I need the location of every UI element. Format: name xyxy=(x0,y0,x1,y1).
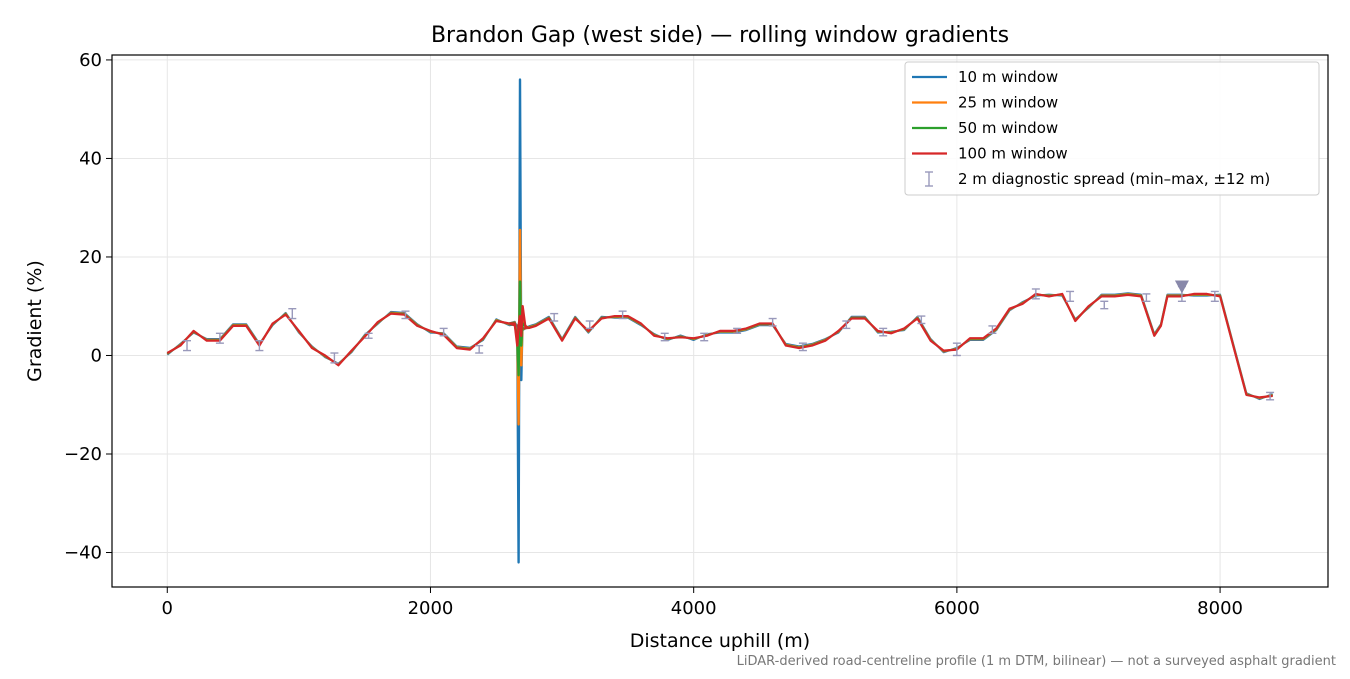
tick-layer: 0 2000 4000 6000 8000 −40 −20 0 20 40 60 xyxy=(64,50,1243,619)
y-tick-label: 40 xyxy=(79,148,102,169)
x-tick-label: 6000 xyxy=(934,598,980,619)
x-tick-label: 0 xyxy=(162,598,173,619)
diagnostic-spread-bar xyxy=(1142,293,1151,302)
diagnostic-spread-bar xyxy=(550,312,559,322)
data-layer xyxy=(166,78,1275,564)
diagnostic-spread-bar xyxy=(288,307,297,320)
diagnostic-spread-bar xyxy=(842,320,851,330)
diagnostic-spread-bar xyxy=(733,327,742,335)
x-tick-label: 2000 xyxy=(408,598,454,619)
diagnostic-spread-bar xyxy=(401,310,410,320)
diagnostic-spread-bar xyxy=(988,325,997,335)
diagnostic-spread-bar xyxy=(439,327,448,337)
diagnostic-spread-bar xyxy=(1031,288,1040,300)
diagnostic-spread-bar xyxy=(1100,300,1109,310)
legend-box xyxy=(904,61,1320,196)
diagnostic-spread-bar xyxy=(1066,290,1075,302)
diagnostic-spread-bar xyxy=(768,317,777,327)
legend: 10 m window 25 m window 50 m window 100 m w… xyxy=(904,61,1320,196)
marker-triangle-down xyxy=(1174,280,1189,294)
plot-frame xyxy=(111,54,1329,588)
diagnostic-spread-bar xyxy=(255,340,264,352)
x-tick-label: 8000 xyxy=(1197,598,1243,619)
diagnostic-spread-bar xyxy=(475,344,484,354)
legend-label: 25 m window xyxy=(958,94,1058,112)
diagnostic-spread-bar xyxy=(660,332,669,342)
diagnostic-spread-bar xyxy=(183,340,192,352)
footnote: LiDAR-derived road-centreline profile (1… xyxy=(737,654,1336,669)
diagnostic-spread-bar xyxy=(215,332,224,344)
legend-label: 50 m window xyxy=(958,119,1058,137)
diagnostic-spread-bar xyxy=(798,342,807,352)
diagnostic-spread-bar xyxy=(1210,290,1219,302)
y-tick-label: 60 xyxy=(79,50,102,71)
y-axis-title: Gradient (%) xyxy=(24,260,46,382)
legend-items: 10 m window 25 m window 50 m window 100 m w… xyxy=(912,68,1270,188)
diagnostic-spread-bar xyxy=(917,315,926,325)
series-line-100-m-window xyxy=(166,292,1273,399)
diagnostic-spread-bar xyxy=(700,332,709,342)
y-tick-label: −20 xyxy=(64,444,102,465)
legend-label: 2 m diagnostic spread (min–max, ±12 m) xyxy=(958,170,1270,188)
diagnostic-spread-bar xyxy=(879,327,888,337)
diagnostic-spread-bar xyxy=(585,320,594,330)
diagnostic-spread-bar xyxy=(1266,391,1275,401)
y-tick-label: −40 xyxy=(64,543,102,564)
diagnostic-spread-bar xyxy=(952,342,961,357)
spike-line-100-m-window xyxy=(509,305,529,347)
x-axis-title: Distance uphill (m) xyxy=(630,630,810,652)
diagnostic-spread-bar xyxy=(364,332,373,339)
chart-title: Brandon Gap (west side) — rolling window… xyxy=(431,23,1009,48)
y-tick-label: 20 xyxy=(79,247,102,268)
legend-label: 10 m window xyxy=(958,68,1058,86)
diagnostic-spread-bar xyxy=(330,352,339,364)
legend-label: 100 m window xyxy=(958,145,1068,163)
y-tick-label: 0 xyxy=(91,345,102,366)
x-tick-label: 4000 xyxy=(671,598,717,619)
diagnostic-spread-bar xyxy=(618,310,627,320)
